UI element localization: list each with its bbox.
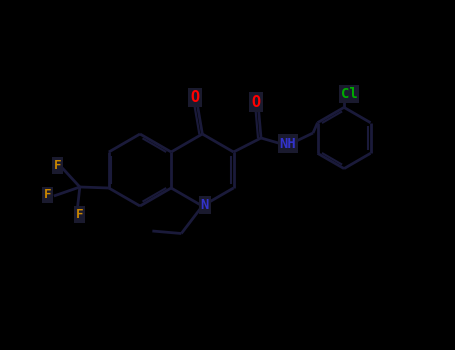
Text: O: O	[190, 90, 199, 105]
Text: F: F	[76, 208, 84, 221]
Text: O: O	[252, 95, 261, 110]
Text: F: F	[54, 159, 61, 172]
Text: N: N	[201, 198, 209, 212]
Text: F: F	[44, 189, 51, 202]
Text: NH: NH	[280, 136, 296, 150]
Text: Cl: Cl	[341, 88, 358, 102]
